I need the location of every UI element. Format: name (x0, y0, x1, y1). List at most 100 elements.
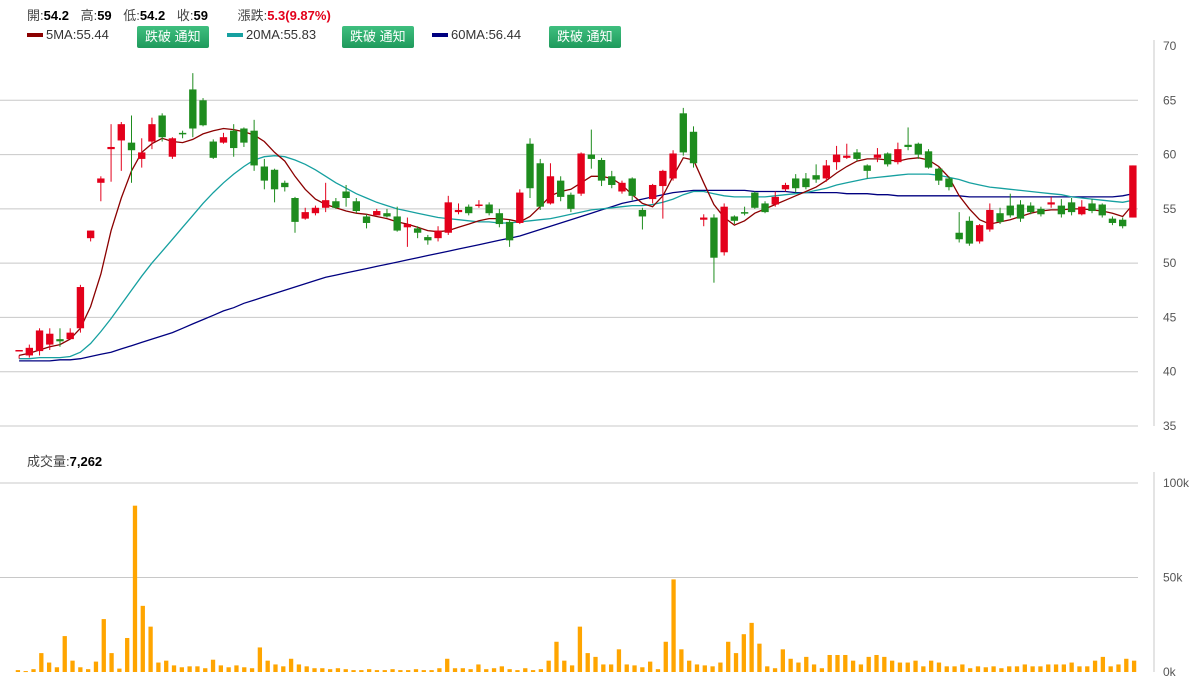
volume-bar (796, 662, 801, 672)
candle-body (863, 165, 871, 171)
candlesticks (15, 73, 1137, 359)
volume-bar (281, 666, 286, 672)
candle-body (536, 163, 544, 207)
volume-bar (694, 664, 700, 672)
volume-bar (249, 668, 255, 672)
volume-bar (1077, 666, 1082, 672)
candle-body (485, 204, 493, 214)
candle-body (199, 100, 207, 126)
volume-bar (1069, 662, 1074, 672)
volume-bar (1108, 666, 1113, 672)
price-tick-label: 65 (1163, 93, 1177, 107)
ma60-notify-button[interactable]: 跌破 通知 (549, 26, 621, 48)
candle-body (495, 213, 504, 225)
candle-body (76, 287, 85, 329)
candle-body (700, 217, 708, 220)
volume-bar (648, 661, 653, 672)
volume-bar (702, 665, 707, 672)
volume-bar (125, 637, 130, 672)
ma5-path (18, 127, 1134, 357)
open-label: 開: (27, 8, 44, 23)
candle-body (659, 170, 667, 187)
candle-body (986, 209, 994, 230)
volume-bar (554, 641, 559, 672)
volume-bar (874, 654, 879, 672)
volume-bar (835, 654, 840, 672)
volume-bar (562, 660, 567, 672)
ma60-line (19, 189, 1134, 362)
volume-bar (226, 667, 231, 672)
candle-body (465, 206, 473, 214)
candle-body (1016, 204, 1025, 219)
ma60-label: 60MA:56.44 (451, 27, 522, 42)
volume-bar (780, 649, 785, 672)
volume-bar (1124, 658, 1129, 672)
close-label: 收: (176, 8, 194, 23)
candle-body (117, 124, 125, 141)
volume-bar (335, 668, 341, 672)
ma60-swatch (432, 32, 448, 37)
volume-bar (546, 660, 551, 672)
volume-bar (234, 665, 239, 672)
candle-body (168, 138, 177, 157)
candle-body (15, 350, 23, 352)
candle-body (434, 230, 442, 239)
volume-bar (171, 665, 177, 672)
candle-body (219, 137, 228, 143)
volume-bar (210, 659, 216, 672)
volume-bar (804, 656, 809, 672)
candle-body (761, 203, 769, 213)
candle-body (1057, 205, 1066, 215)
candle-body (812, 175, 820, 180)
candle-body (1078, 206, 1086, 215)
price-tick-label: 45 (1163, 310, 1177, 324)
volume-bar (757, 643, 762, 672)
volume-bar (616, 649, 622, 672)
candle-body (883, 153, 892, 165)
volume-bar (577, 626, 583, 672)
volume-bar (765, 666, 770, 672)
volume-bar (242, 667, 247, 672)
candle-body (1129, 165, 1137, 218)
volume-bar (889, 660, 895, 672)
volume-bar (31, 669, 36, 672)
volume-bar (421, 670, 426, 672)
candle-body (403, 224, 412, 228)
candle-body (781, 184, 790, 190)
ma5-notify-button[interactable]: 跌破 通知 (137, 26, 209, 48)
candle-body (230, 130, 238, 149)
volume-bar (468, 669, 473, 672)
candle-body (638, 209, 647, 217)
candle-body (618, 182, 626, 192)
candle-body (955, 232, 963, 240)
volume-bar (382, 670, 387, 672)
volume-bar (655, 669, 661, 672)
volume-bar (687, 660, 692, 672)
volume-bar (39, 653, 44, 672)
candle-body (996, 213, 1004, 222)
volume-grid (0, 482, 1138, 578)
candle-body (935, 168, 943, 181)
ohlc-summary: 開:54.2 高:59 低:54.2 收:59 漲跌:5.3(9.87%) (27, 5, 331, 24)
candle-body (424, 237, 432, 241)
volume-bar (726, 641, 731, 672)
candle-body (597, 160, 606, 181)
open-value: 54.2 (43, 8, 69, 23)
volume-bar (905, 662, 910, 672)
candle-body (301, 212, 309, 219)
ma5-label: 5MA:55.44 (46, 27, 109, 42)
volume-bar (968, 668, 973, 672)
candle-body (526, 143, 534, 189)
candle-body (138, 152, 146, 159)
ma20-swatch (227, 32, 243, 37)
candle-body (475, 204, 483, 207)
candle-body (321, 200, 330, 208)
volume-bar (999, 668, 1004, 672)
candle-body (1006, 205, 1014, 216)
candle-body (393, 216, 401, 231)
candle-body (56, 339, 64, 342)
volume-bar (827, 654, 832, 672)
volume-bar (585, 653, 590, 672)
ma20-notify-button[interactable]: 跌破 通知 (342, 26, 414, 48)
